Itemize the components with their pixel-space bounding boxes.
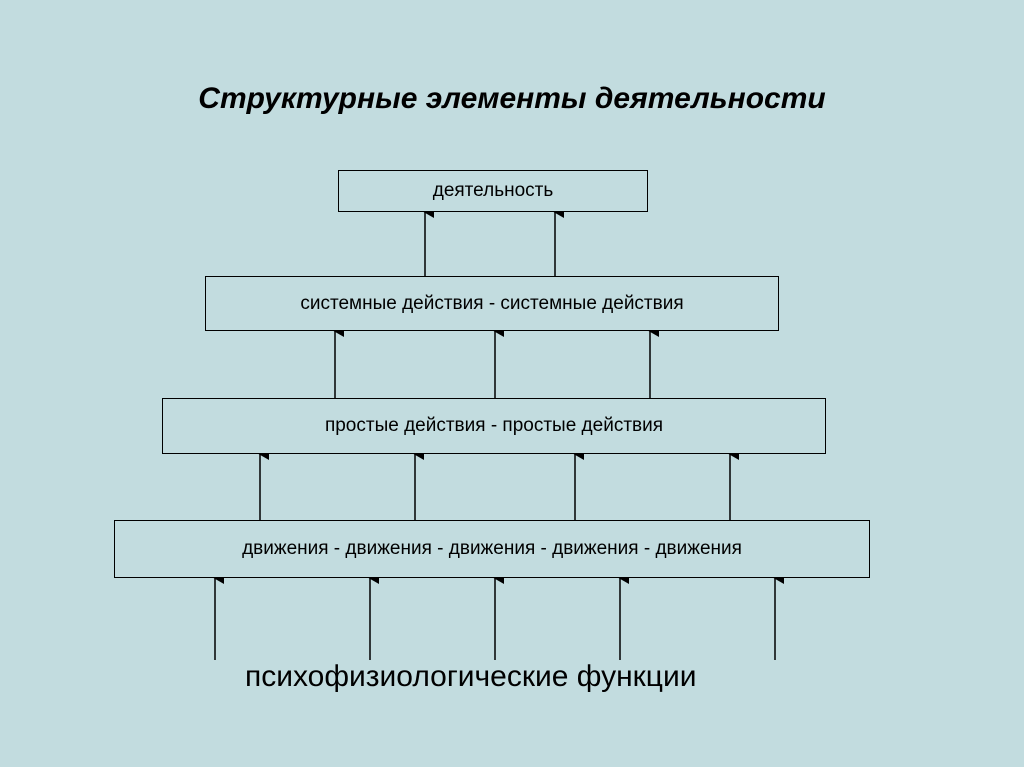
box-level4: движения - движения - движения - движени… <box>114 520 870 578</box>
box-level3: простые действия - простые действия <box>162 398 826 454</box>
bottom-label: психофизиологические функции <box>245 660 697 694</box>
box-level2: системные действия - системные действия <box>205 276 779 331</box>
diagram-canvas: Структурные элементы деятельности деятел… <box>0 0 1024 767</box>
diagram-title: Структурные элементы деятельности <box>0 82 1024 116</box>
box-level1: деятельность <box>338 170 648 212</box>
